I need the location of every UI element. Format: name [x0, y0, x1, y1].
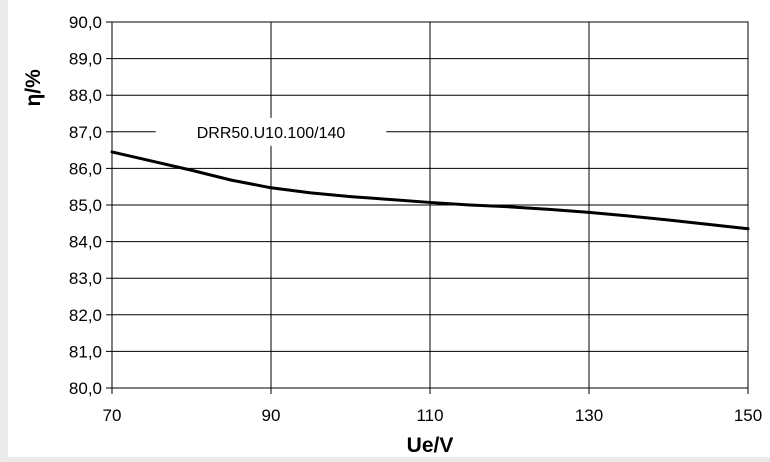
y-axis-label: η/% [22, 69, 45, 107]
tick-labels: 80,0 81,0 82,0 83,0 84,0 85,0 86,0 87,0 88,0 89,0… [69, 13, 762, 425]
y-tick-label: 81,0 [69, 342, 102, 361]
y-tick-label: 80,0 [69, 379, 102, 398]
plot-border [111, 21, 749, 389]
y-tick-label: 90,0 [69, 13, 102, 32]
series-label: DRR50.U10.100/140 [197, 125, 346, 142]
x-tick-label: 130 [575, 406, 603, 425]
series-layer: DRR50.U10.100/140 [110, 117, 750, 231]
x-tick-label: 110 [416, 406, 443, 425]
series-line [110, 150, 750, 231]
series-label-background [155, 117, 387, 146]
x-tick-label: 90 [262, 406, 281, 425]
y-tick-label: 85,0 [69, 196, 102, 215]
y-tick-label: 84,0 [69, 233, 102, 252]
y-tick-label: 82,0 [69, 306, 102, 325]
plot-panel [8, 0, 770, 457]
y-tick-label: 86,0 [69, 159, 102, 178]
x-tick-label: 70 [103, 406, 122, 425]
y-tick-label: 89,0 [69, 50, 102, 69]
x-tick-label: 150 [734, 406, 762, 425]
x-axis-label: Ue/V [407, 434, 454, 457]
y-tick-label: 88,0 [69, 86, 102, 105]
axes-layer [106, 21, 749, 394]
y-tick-label: 83,0 [69, 269, 102, 288]
y-tick-label: 87,0 [69, 123, 102, 142]
